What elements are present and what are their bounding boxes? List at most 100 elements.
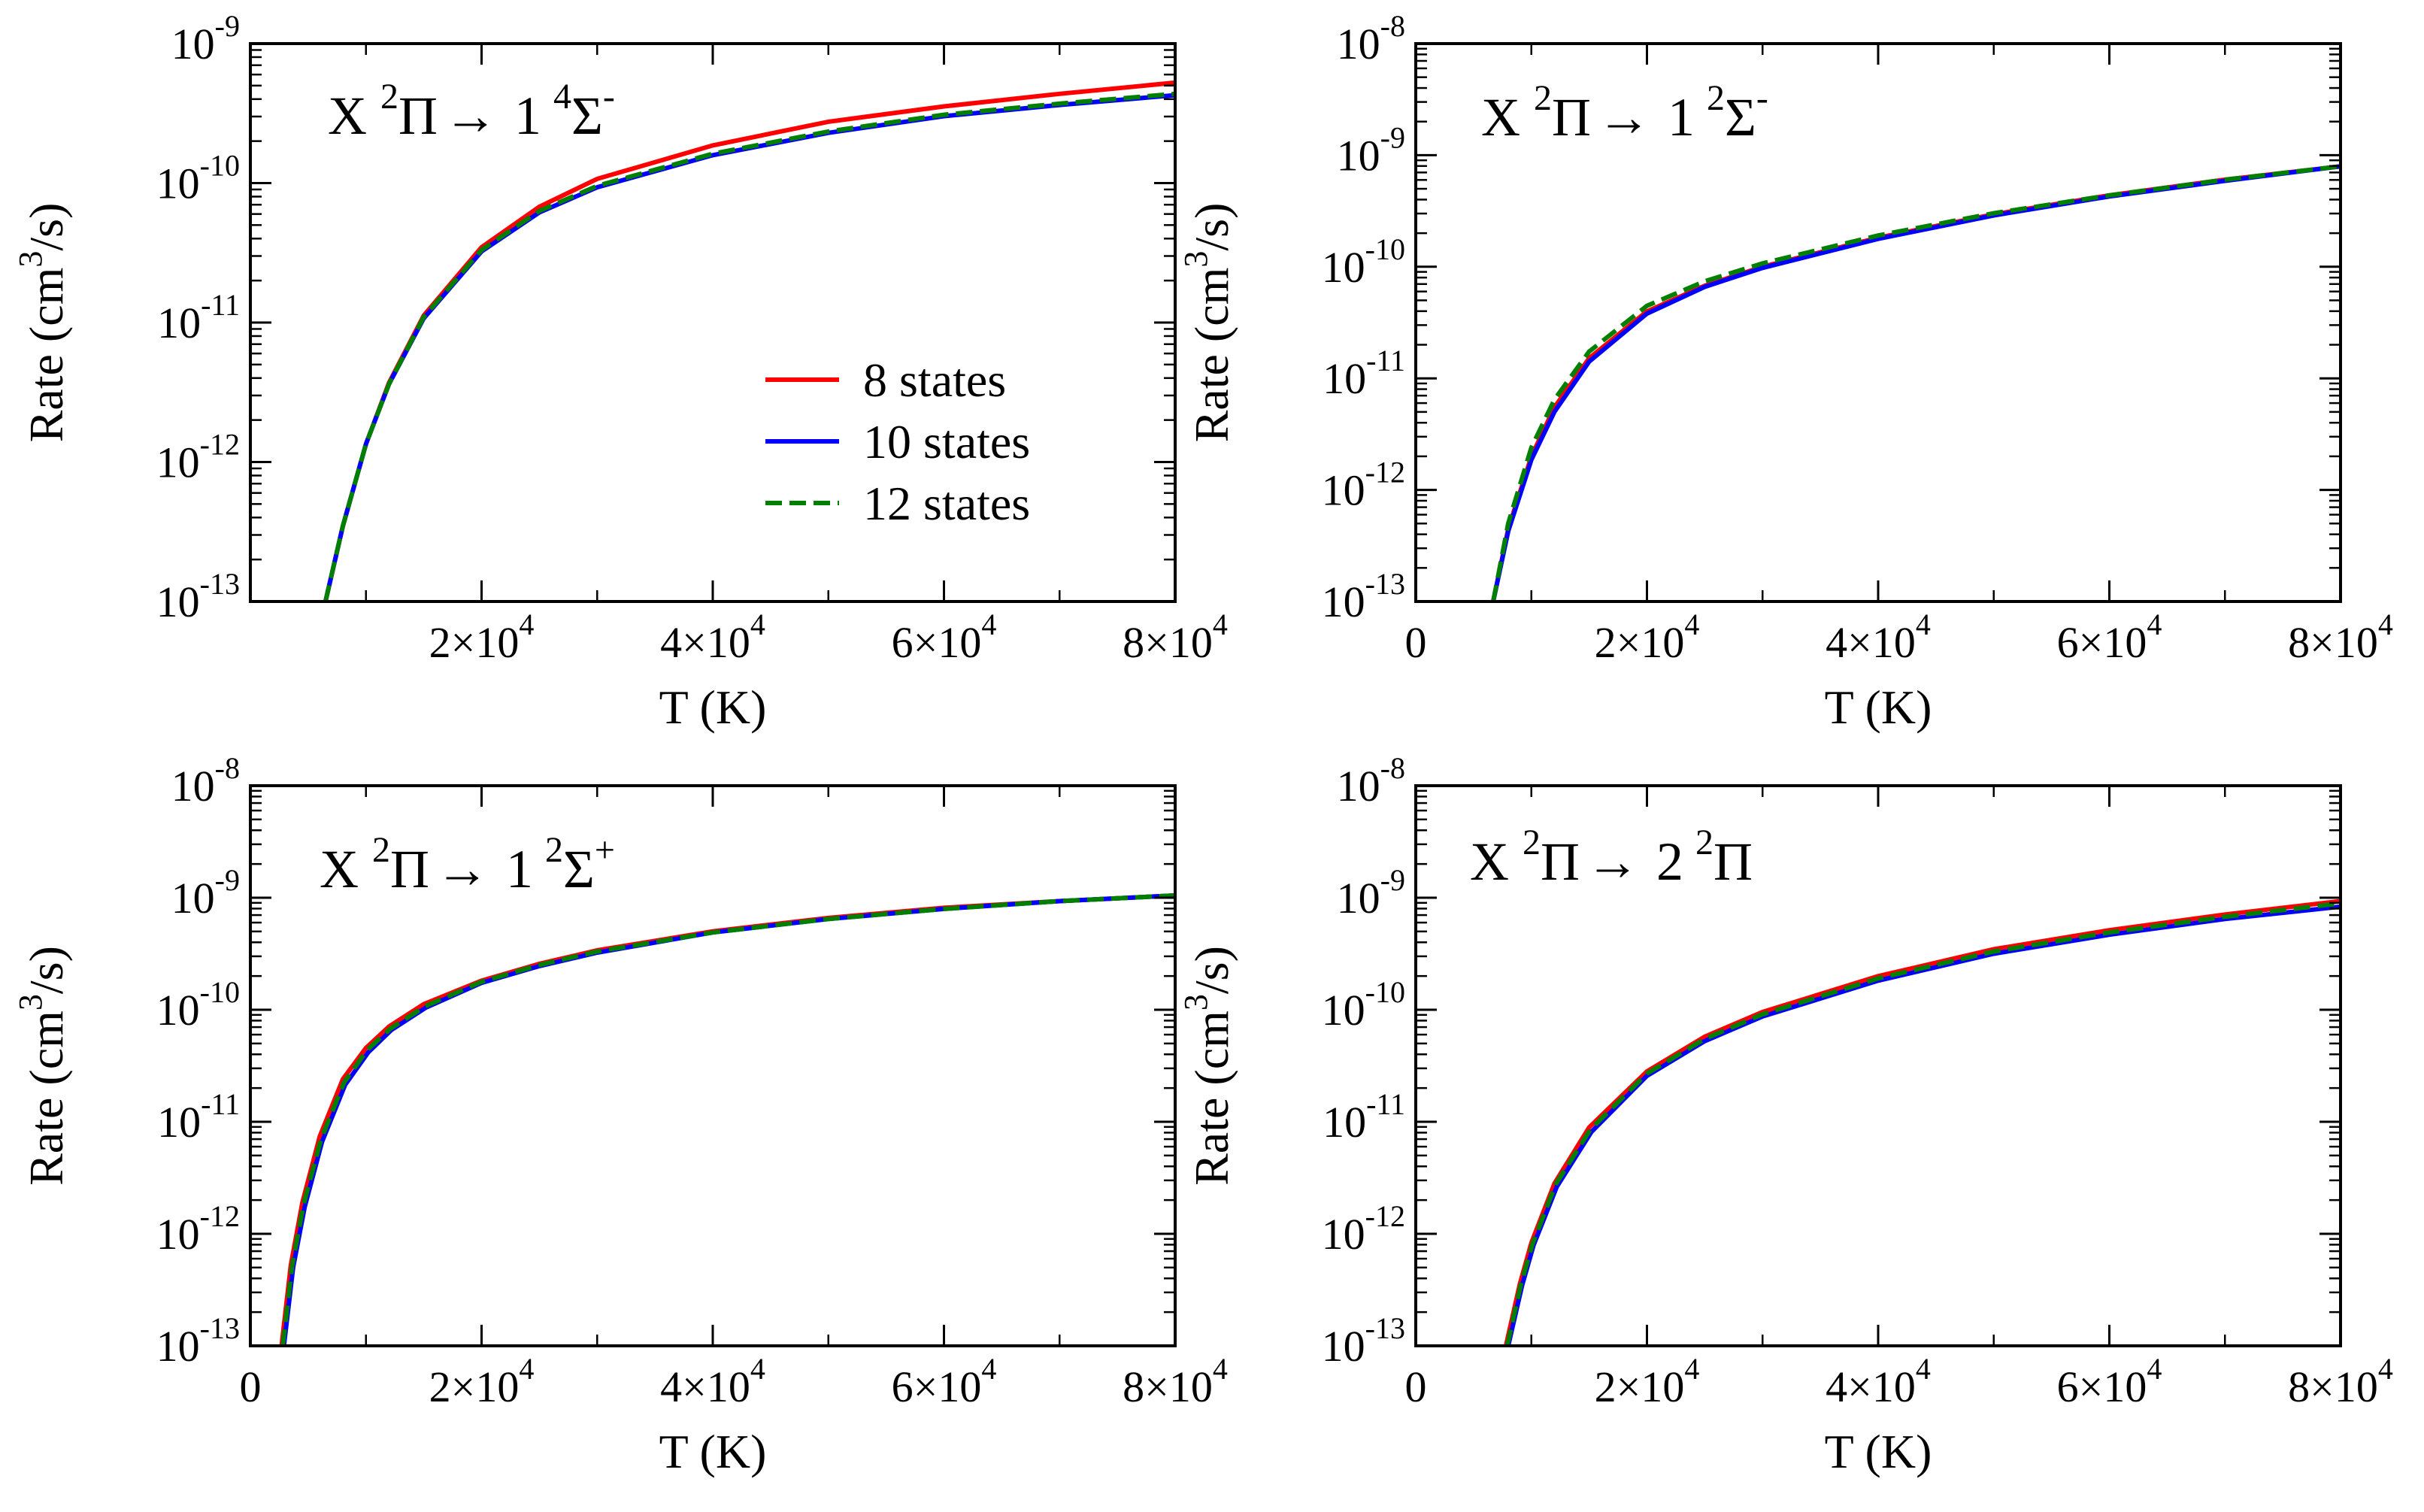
y-tick-base: 10 (157, 298, 201, 347)
x-axis-label: T (K) (659, 680, 767, 734)
y-tick-base: 10 (1337, 874, 1380, 923)
x-tick-label: 4×104 (660, 608, 765, 667)
panel-title: X 2Π → 2 2Π (1470, 823, 1753, 892)
x-tick-mantissa: 8×10 (2288, 618, 2378, 667)
y-tick-base: 10 (1322, 1322, 1365, 1371)
y-tick-exponent: -10 (1365, 975, 1405, 1009)
y-tick-base: 10 (171, 20, 215, 68)
series-line-12-states (1491, 164, 2341, 601)
y-tick-base: 10 (171, 762, 215, 811)
title-part: Π (390, 839, 429, 899)
y-tick-label: 10-11 (157, 288, 240, 347)
title-part: Σ (1725, 87, 1756, 147)
title-part: 2 (1656, 832, 1683, 892)
x-tick-label: 2×104 (429, 1352, 535, 1411)
y-tick-base: 10 (1322, 466, 1365, 515)
x-tick-mantissa: 8×10 (1123, 1362, 1213, 1411)
x-tick-mantissa: 6×10 (2057, 1362, 2147, 1411)
title-part: X (320, 839, 359, 899)
y-tick-exponent: -13 (1365, 567, 1405, 601)
y-tick-exponent: -9 (215, 9, 240, 43)
x-tick-exponent: 4 (2378, 1352, 2393, 1386)
title-sup: 2 (1523, 823, 1541, 862)
y-label-text: Rate (cm (20, 1011, 73, 1186)
title-arrow: → (444, 86, 498, 146)
y-tick-base: 10 (1337, 131, 1380, 180)
series-line-12-states (280, 893, 1175, 1346)
title-arrow: → (435, 839, 489, 899)
y-tick-exponent: -12 (1365, 1199, 1405, 1233)
title-part: X (1481, 87, 1520, 147)
x-tick-exponent: 4 (1684, 1352, 1699, 1386)
y-tick-exponent: -8 (1380, 751, 1405, 785)
y-tick-label: 10-13 (156, 1311, 240, 1371)
y-label-superscript: 3 (1177, 251, 1214, 268)
title-part: Σ (563, 839, 595, 899)
y-tick-label: 10-9 (171, 863, 240, 923)
series-line-12-states (323, 91, 1175, 601)
y-tick-exponent: -13 (1365, 1311, 1405, 1345)
x-tick-label: 8×104 (2288, 1352, 2393, 1411)
title-part: 1 (506, 839, 533, 899)
y-tick-base: 10 (171, 874, 215, 923)
y-label-text: Rate (cm (20, 268, 73, 443)
x-tick-label: 0 (1405, 618, 1427, 667)
x-tick-exponent: 4 (519, 608, 534, 641)
x-tick-mantissa: 2×10 (429, 1362, 520, 1411)
panel-title: X 2Π → 1 2Σ+ (320, 830, 615, 899)
title-part: Π (398, 86, 438, 146)
x-tick-label: 4×104 (1826, 1352, 1931, 1411)
title-part: X (1470, 832, 1509, 892)
y-tick-base: 10 (1322, 577, 1365, 626)
y-tick-label: 10-10 (156, 975, 240, 1035)
x-axis-label: T (K) (1825, 1425, 1932, 1478)
x-tick-exponent: 4 (2378, 608, 2393, 641)
legend-label: 12 states (863, 477, 1030, 530)
y-tick-label: 10-9 (171, 9, 240, 68)
y-tick-exponent: -11 (1366, 344, 1405, 377)
title-sup: 2 (1707, 78, 1725, 118)
y-tick-label: 10-13 (1322, 567, 1405, 626)
x-tick-label: 6×104 (2057, 608, 2162, 667)
title-sup: 2 (1534, 78, 1552, 118)
x-tick-mantissa: 0 (240, 1362, 262, 1411)
x-tick-exponent: 4 (1684, 608, 1699, 641)
y-tick-base: 10 (1337, 20, 1380, 68)
y-tick-exponent: -10 (1365, 232, 1405, 266)
y-tick-base: 10 (1322, 986, 1365, 1035)
y-tick-exponent: -10 (200, 975, 240, 1009)
x-tick-mantissa: 0 (1405, 618, 1427, 667)
title-sup: + (595, 830, 615, 870)
title-arrow: → (1597, 87, 1651, 147)
x-tick-exponent: 4 (1213, 1352, 1228, 1386)
x-tick-mantissa: 8×10 (2288, 1362, 2378, 1411)
title-sup: 2 (545, 830, 563, 870)
x-tick-label: 6×104 (2057, 1352, 2162, 1411)
x-tick-label: 4×104 (660, 1352, 765, 1411)
y-tick-label: 10-13 (156, 567, 240, 626)
y-tick-label: 10-10 (1322, 232, 1405, 292)
x-tick-mantissa: 4×10 (660, 618, 750, 667)
y-tick-exponent: -13 (200, 1311, 240, 1345)
y-tick-base: 10 (156, 438, 200, 487)
title-sup: 2 (1695, 823, 1713, 862)
series-line-12-states (1504, 901, 2341, 1346)
legend-label: 8 states (863, 353, 1006, 407)
y-tick-exponent: -13 (200, 567, 240, 601)
title-part: Π (1541, 832, 1580, 892)
x-tick-mantissa: 6×10 (892, 1362, 982, 1411)
y-tick-base: 10 (1322, 243, 1365, 292)
y-tick-base: 10 (156, 159, 200, 208)
x-tick-mantissa: 6×10 (2057, 618, 2147, 667)
x-tick-mantissa: 6×10 (892, 618, 982, 667)
y-tick-base: 10 (157, 1098, 201, 1147)
y-tick-label: 10-10 (1322, 975, 1405, 1035)
x-tick-label: 6×104 (892, 1352, 997, 1411)
x-tick-label: 6×104 (892, 608, 997, 667)
y-tick-exponent: -11 (201, 288, 240, 322)
x-tick-mantissa: 2×10 (1595, 1362, 1685, 1411)
y-label-superscript: 3 (1177, 994, 1214, 1011)
